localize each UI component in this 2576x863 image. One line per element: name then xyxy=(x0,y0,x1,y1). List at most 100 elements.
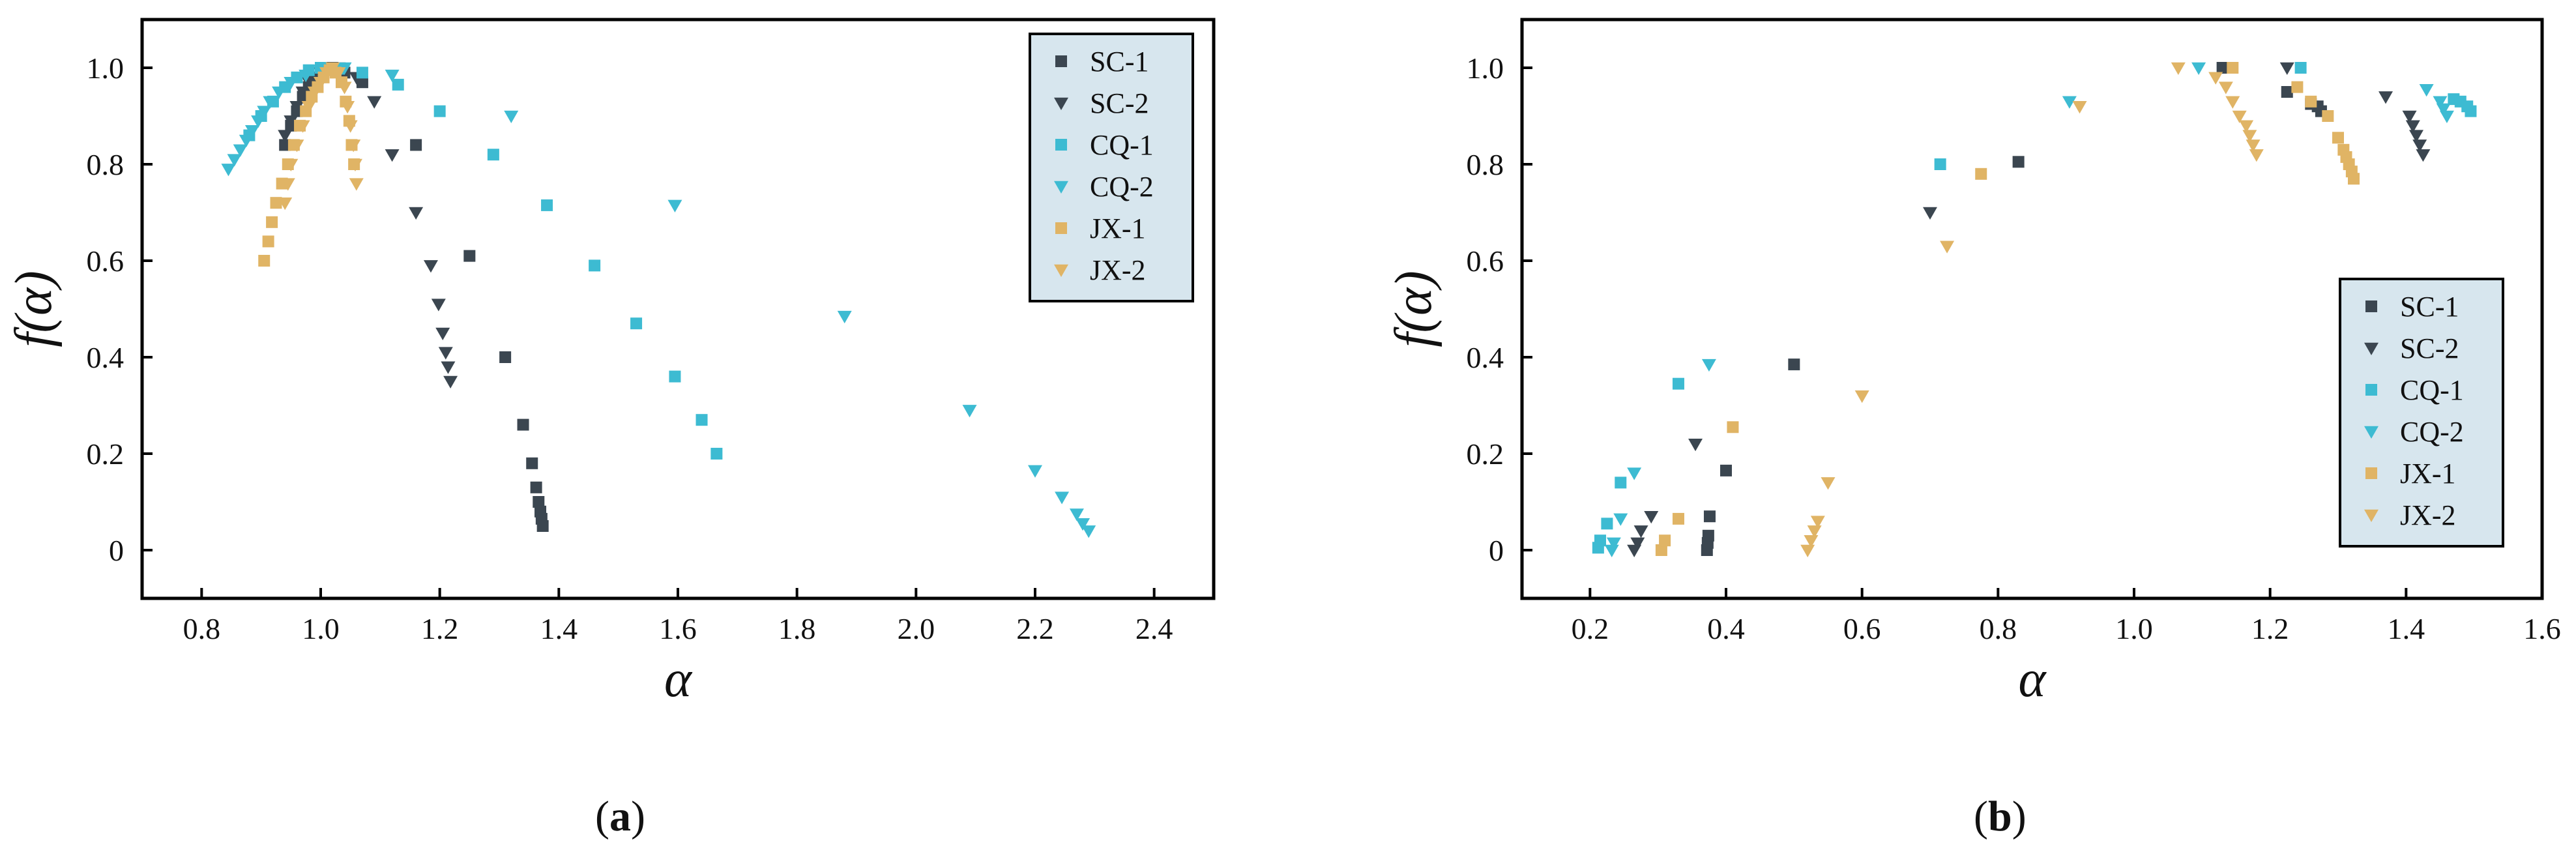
x-tick-label-b: 0.8 xyxy=(1980,612,2017,645)
data-point xyxy=(530,481,542,493)
data-point xyxy=(2405,120,2420,133)
x-tick-label-b: 0.6 xyxy=(1843,612,1881,645)
x-tick-label-b: 1.0 xyxy=(2115,612,2153,645)
legend-label: CQ-1 xyxy=(2400,374,2464,406)
data-point xyxy=(1601,518,1613,530)
data-point xyxy=(695,414,708,426)
legend-marker xyxy=(2364,342,2378,355)
data-point xyxy=(2218,81,2233,95)
data-point xyxy=(1807,525,1822,538)
x-tick-label-b: 0.4 xyxy=(1707,612,1745,645)
data-point xyxy=(272,86,287,99)
data-point xyxy=(307,86,322,99)
series-sc-1-a xyxy=(279,62,549,532)
panel-b-label: (b) xyxy=(1974,793,2027,840)
data-point xyxy=(526,457,538,469)
legend-marker xyxy=(1055,222,1067,234)
data-point xyxy=(2227,62,2239,74)
x-axis-label-a: α xyxy=(664,651,693,708)
data-point xyxy=(356,66,368,79)
data-point xyxy=(2408,130,2423,143)
data-point xyxy=(295,86,310,99)
data-point xyxy=(2216,62,2229,74)
data-point xyxy=(2249,149,2264,162)
data-point xyxy=(1975,168,1987,180)
data-point xyxy=(1644,510,1659,524)
data-point xyxy=(1655,544,1667,556)
data-point xyxy=(2412,139,2427,153)
data-point xyxy=(630,317,643,330)
legend-label: SC-1 xyxy=(1090,46,1149,78)
x-tick-label-a: 1.8 xyxy=(778,612,816,645)
x-tick-label-b: 1.2 xyxy=(2251,612,2289,645)
data-point xyxy=(1720,464,1732,476)
data-point xyxy=(2171,62,2186,75)
data-point xyxy=(385,149,400,162)
data-point xyxy=(536,520,549,532)
data-point xyxy=(1076,518,1090,531)
data-point xyxy=(1627,467,1642,480)
data-point xyxy=(289,100,304,114)
data-point xyxy=(1081,525,1096,538)
data-point xyxy=(233,144,248,157)
data-point xyxy=(244,124,259,138)
data-point xyxy=(1940,241,1955,254)
data-point xyxy=(2072,100,2087,114)
y-axis-label-a: f(α) xyxy=(5,271,63,347)
data-point xyxy=(1934,158,1946,170)
y-axis-label-b: f(α) xyxy=(1385,271,1442,347)
x-tick-label-b: 1.4 xyxy=(2388,612,2425,645)
data-point xyxy=(533,496,545,508)
x-tick-label-a: 1.6 xyxy=(659,612,697,645)
data-point xyxy=(1594,534,1606,547)
y-tick-label-a: 0.8 xyxy=(87,148,124,181)
data-point xyxy=(1703,510,1716,523)
data-point xyxy=(1633,525,1648,538)
data-point xyxy=(299,69,314,83)
data-point xyxy=(2281,86,2293,98)
series-jx-1-a xyxy=(258,64,360,267)
legend-marker xyxy=(2364,509,2378,522)
data-point xyxy=(266,216,278,228)
data-point xyxy=(1672,512,1684,525)
data-point xyxy=(1606,537,1621,550)
data-point xyxy=(410,139,422,151)
data-point xyxy=(2378,91,2393,104)
chart-a: 0.8 1.0 1.2 1.4 1.6 1.8 2.0 2.2 2.4 0 0.2 0.4 0.6 0.8… xyxy=(5,18,1216,708)
data-point xyxy=(2332,132,2344,144)
data-point xyxy=(2225,96,2240,109)
data-point xyxy=(340,100,355,114)
data-point xyxy=(2416,149,2431,162)
data-point xyxy=(257,106,272,119)
data-point xyxy=(431,299,446,312)
series-cq-1-a xyxy=(243,62,723,460)
data-point xyxy=(337,81,352,95)
data-point xyxy=(504,110,519,123)
data-point xyxy=(356,76,368,89)
data-point xyxy=(262,235,274,248)
data-point xyxy=(284,115,299,128)
data-point xyxy=(331,67,346,80)
y-tick-label-a: 0 xyxy=(109,534,124,567)
data-point xyxy=(1672,377,1684,390)
y-tick-label-b: 0 xyxy=(1489,534,1504,567)
legend-label: JX-1 xyxy=(1090,212,1146,244)
legend-marker xyxy=(1054,97,1068,110)
data-point xyxy=(343,120,358,133)
x-tick-label-a: 2.2 xyxy=(1016,612,1054,645)
y-tick-label-a: 0.4 xyxy=(87,341,124,374)
series-sc-2-b xyxy=(1627,62,2431,557)
legend-b: SC-1 SC-2 CQ-1 CQ-2 JX-1 JX-2 xyxy=(2339,278,2504,548)
y-tick-label-b: 1.0 xyxy=(1467,51,1504,85)
data-point xyxy=(270,197,282,209)
data-point xyxy=(280,178,295,191)
data-point xyxy=(2433,96,2448,109)
series-cq-1-b xyxy=(1592,62,2477,554)
legend-label: JX-2 xyxy=(2400,499,2456,531)
data-point xyxy=(295,120,310,133)
data-point xyxy=(2436,103,2451,116)
x-tick-label-b: 1.6 xyxy=(2523,612,2561,645)
data-point xyxy=(251,115,266,128)
legend-marker xyxy=(1055,139,1067,151)
